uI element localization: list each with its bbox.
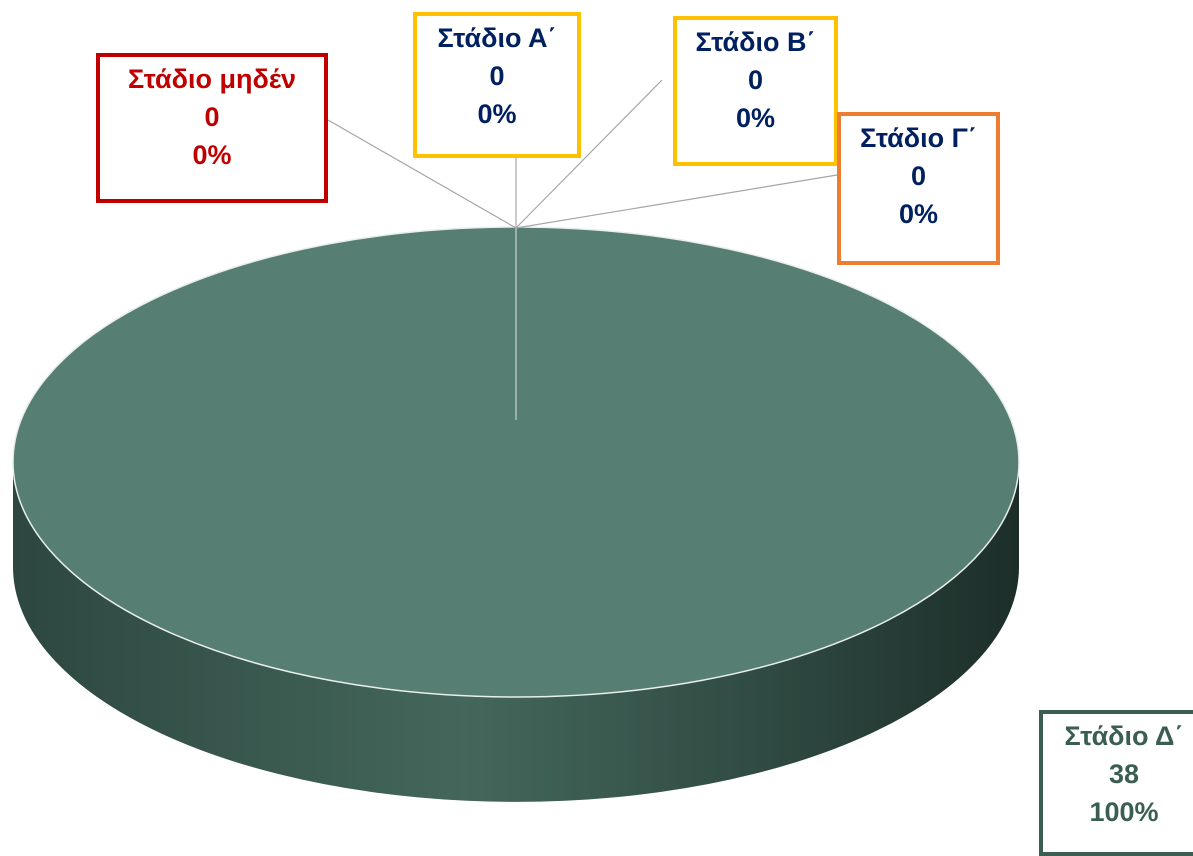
data-label-stage-zero: Στάδιο μηδέν 0 0% — [96, 53, 328, 203]
data-label-value: 0 — [489, 61, 505, 91]
data-label-stage-a: Στάδιο Α΄ 0 0% — [413, 12, 581, 158]
data-label-value: 0 — [747, 65, 764, 95]
data-label-name: Στάδιο μηδέν — [127, 64, 297, 94]
leader-line-3 — [515, 174, 838, 229]
data-label-name: Στάδιο Α΄ — [437, 23, 557, 53]
data-label-value: 38 — [1108, 759, 1140, 789]
data-label-percent: 0% — [477, 99, 517, 129]
data-label-stage-d: Στάδιο Δ΄ 38 100% — [1039, 710, 1193, 856]
leader-line-2 — [515, 79, 663, 229]
data-label-name: Στάδιο Β΄ — [695, 27, 816, 57]
data-label-name: Στάδιο Γ΄ — [860, 123, 977, 153]
data-label-percent: 0% — [898, 199, 939, 229]
data-label-percent: 0% — [192, 140, 232, 170]
data-label-percent: 0% — [735, 103, 776, 133]
data-label-stage-c: Στάδιο Γ΄ 0 0% — [837, 112, 1000, 265]
pie-slice-side — [13, 462, 1019, 802]
data-label-percent: 100% — [1089, 797, 1159, 827]
data-label-value: 0 — [204, 102, 220, 132]
leader-lines — [327, 79, 838, 420]
data-label-value: 0 — [910, 161, 927, 191]
data-label-stage-b: Στάδιο Β΄ 0 0% — [673, 16, 838, 166]
data-label-name: Στάδιο Δ΄ — [1064, 721, 1184, 751]
leader-line-0 — [327, 119, 517, 229]
